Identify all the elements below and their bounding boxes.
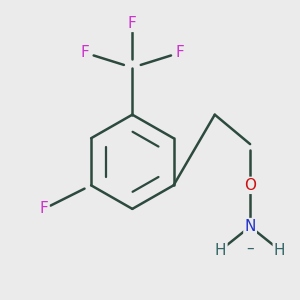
- Text: H: H: [215, 243, 226, 258]
- Text: –: –: [246, 241, 254, 256]
- Text: N: N: [244, 219, 256, 234]
- Text: O: O: [244, 178, 256, 193]
- Text: F: F: [40, 201, 48, 216]
- Text: F: F: [81, 45, 90, 60]
- Text: F: F: [128, 16, 137, 31]
- Text: H: H: [274, 243, 285, 258]
- Text: F: F: [175, 45, 184, 60]
